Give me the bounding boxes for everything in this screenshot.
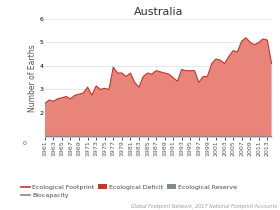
Title: Australia: Australia	[134, 7, 183, 17]
Text: Global Footprint Network, 2017 National Footprint Accounts: Global Footprint Network, 2017 National …	[131, 204, 277, 209]
Y-axis label: Number of Earths: Number of Earths	[28, 44, 37, 112]
Text: 0: 0	[23, 141, 27, 146]
Legend: Ecological Footprint, Biocapacity, Ecological Deficit, Ecological Reserve: Ecological Footprint, Biocapacity, Ecolo…	[21, 184, 237, 198]
